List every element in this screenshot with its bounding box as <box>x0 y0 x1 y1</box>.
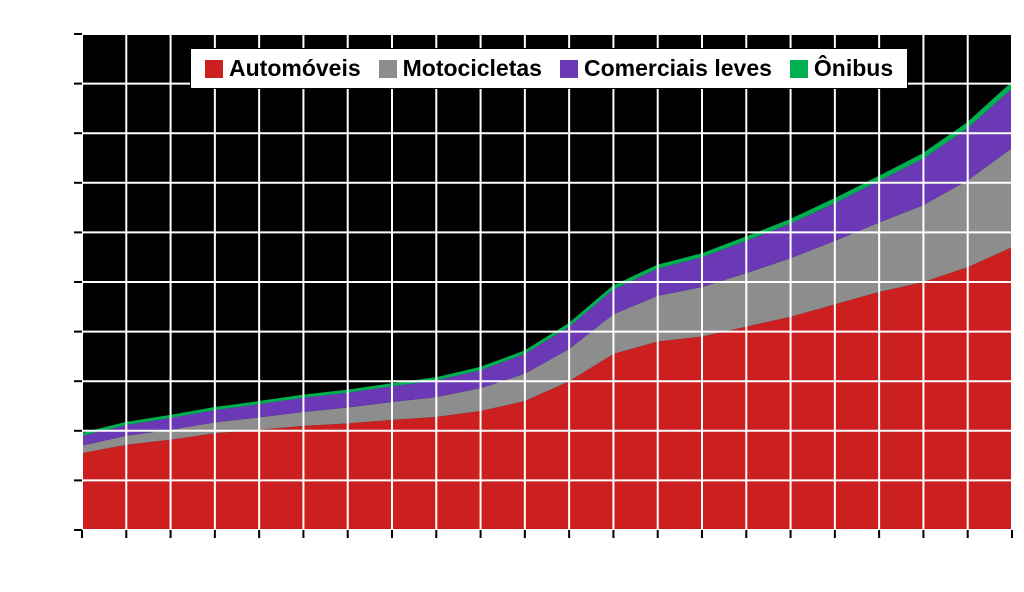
legend-label: Comerciais leves <box>584 55 772 82</box>
legend-item: Comerciais leves <box>560 55 772 82</box>
area-chart: Automóveis Motocicletas Comerciais leves Ôn… <box>0 0 1024 592</box>
legend-item: Motocicletas <box>379 55 542 82</box>
stacked-areas <box>82 84 1012 530</box>
legend-swatch <box>205 60 223 78</box>
legend-label: Automóveis <box>229 55 361 82</box>
legend-item: Automóveis <box>205 55 361 82</box>
legend-item: Ônibus <box>790 55 893 82</box>
plot-svg <box>82 34 1012 530</box>
plot-area <box>82 34 1012 530</box>
legend-swatch <box>560 60 578 78</box>
legend: Automóveis Motocicletas Comerciais leves Ôn… <box>190 48 908 89</box>
legend-swatch <box>379 60 397 78</box>
legend-label: Ônibus <box>814 55 893 82</box>
legend-swatch <box>790 60 808 78</box>
legend-label: Motocicletas <box>403 55 542 82</box>
